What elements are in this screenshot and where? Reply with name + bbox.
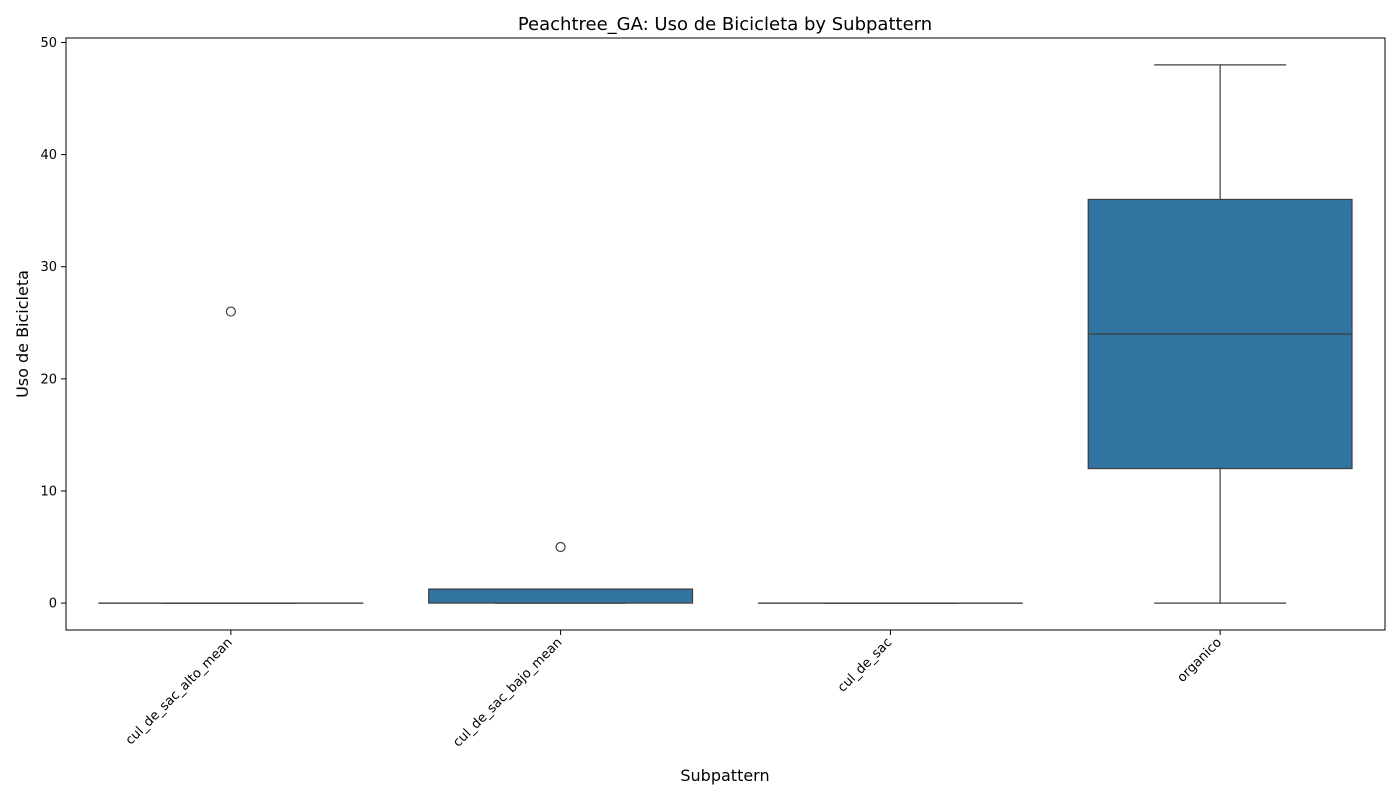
x-tick-label: cul_de_sac_alto_mean [123,635,236,748]
x-axis-label: Subpattern [680,766,769,785]
y-tick-label: 0 [49,597,57,612]
y-tick-label: 10 [40,484,57,499]
y-axis-label: Uso de Bicicleta [13,270,32,398]
x-tick-label: cul_de_sac [835,635,895,695]
outlier-point [226,307,235,316]
y-tick-label: 40 [40,148,57,163]
chart-title: Peachtree_GA: Uso de Bicicleta by Subpat… [518,14,932,35]
plot-area: 0 10 20 30 40 50 cul_de_sac_alto_mean cul_de_sa… [40,36,1385,750]
outlier-point [556,543,565,552]
iqr-box [429,589,693,603]
x-tick-label: organico [1175,635,1225,685]
y-tick-label: 30 [40,260,57,275]
y-tick-label: 50 [40,36,57,51]
x-tick-label: cul_de_sac_bajo_mean [450,635,565,750]
y-tick-label: 20 [40,372,57,387]
